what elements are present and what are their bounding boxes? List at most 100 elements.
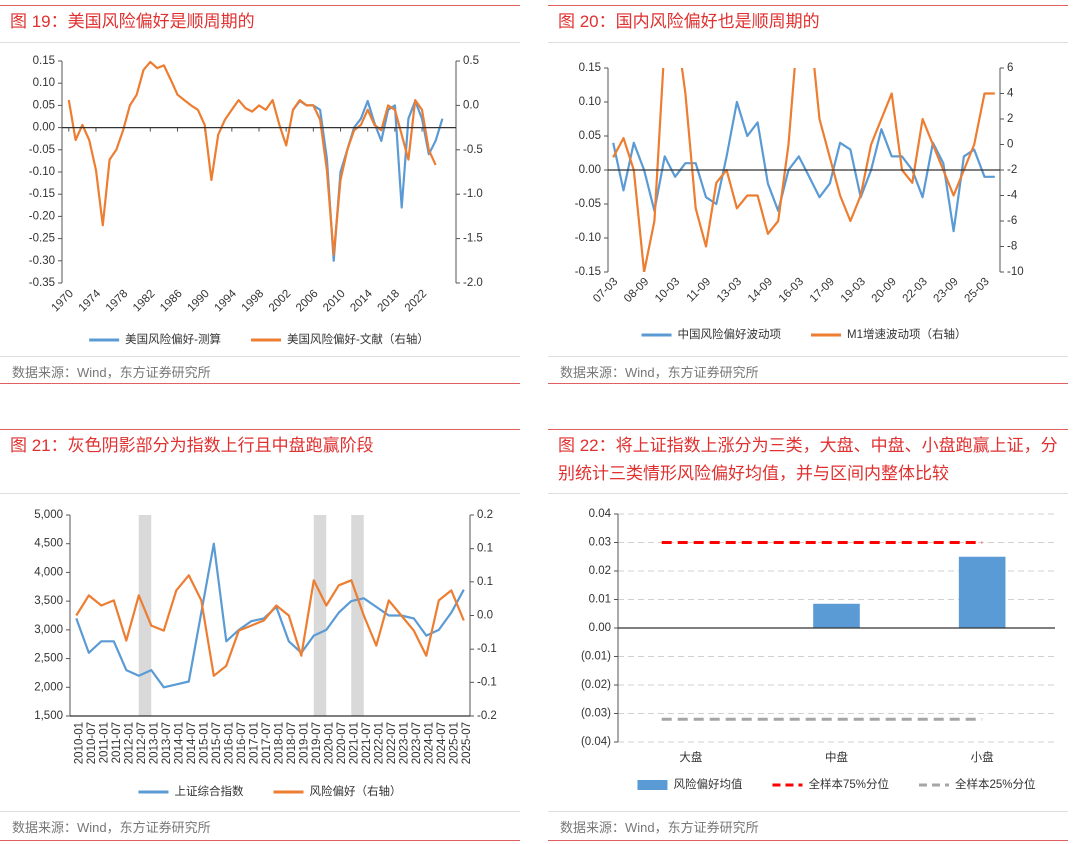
x-tick-label: 20-09 — [870, 276, 899, 305]
y-tick-label: (0.03) — [581, 708, 611, 720]
y2-tick-label: 0 — [1007, 139, 1013, 151]
y-tick-label: (0.01) — [581, 651, 611, 663]
legend-swatch — [637, 780, 668, 790]
x-tick-label: 2021-01 — [348, 722, 360, 764]
rule — [0, 42, 520, 43]
y2-tick-label: -1.0 — [463, 188, 483, 200]
y2-tick-label: -6 — [1007, 215, 1017, 227]
x-tick-label: 中盘 — [825, 750, 848, 764]
x-tick-label: 2017-07 — [261, 722, 273, 764]
legend-label: 全样本25%分位 — [955, 777, 1036, 791]
x-tick-label: 2019-07 — [311, 722, 323, 764]
rule — [548, 42, 1068, 43]
x-tick-label: 11-09 — [685, 276, 714, 305]
series-line — [75, 574, 465, 677]
x-tick-label: 08-09 — [622, 276, 651, 305]
rule — [548, 5, 1068, 6]
x-tick-label: 14-09 — [746, 276, 775, 305]
source: 数据来源：Wind，东方证券研究所 — [560, 365, 759, 380]
x-tick-label: 2012-07 — [136, 722, 148, 764]
x-tick-label: 2025-07 — [461, 722, 473, 764]
shaded-period — [313, 515, 327, 716]
y2-tick-label: 0.1 — [477, 543, 493, 555]
x-tick-label: 2021-07 — [361, 722, 373, 764]
rule — [0, 493, 520, 494]
y-tick-label: 4,500 — [34, 538, 63, 550]
x-tick-label: 13-03 — [715, 276, 744, 305]
x-tick-label: 2023-07 — [411, 722, 423, 764]
x-tick-label: 2014-07 — [186, 722, 198, 764]
legend-item: 上证综合指数 — [138, 784, 244, 798]
x-tick-label: 1982 — [131, 288, 158, 315]
series-line — [292, 99, 444, 262]
x-tick-label: 2024-01 — [423, 722, 435, 764]
legend-label: 风险偏好均值 — [673, 777, 742, 791]
y2-tick-label: -10 — [1007, 266, 1024, 278]
rule — [0, 811, 520, 812]
x-tick-label: 2013-01 — [148, 722, 160, 764]
x-tick-label: 2020-07 — [336, 722, 348, 764]
rule — [548, 356, 1068, 357]
rule — [0, 429, 520, 430]
y-tick-label: -0.10 — [575, 232, 601, 244]
x-tick-label: 1998 — [240, 288, 267, 315]
x-tick-label: 2014-01 — [173, 722, 185, 764]
y-tick-label: -0.05 — [29, 144, 55, 156]
x-tick-label: 大盘 — [679, 750, 702, 764]
x-tick-label: 2024-07 — [436, 722, 448, 764]
y-tick-label: 0.10 — [579, 96, 601, 108]
x-tick-label: 16-03 — [777, 276, 806, 305]
rule — [0, 383, 520, 384]
legend: 上证综合指数 风险偏好（右轴） — [138, 784, 402, 798]
x-tick-label: 1974 — [77, 287, 104, 314]
y-tick-label: 0.00 — [33, 122, 55, 134]
rule — [0, 840, 520, 841]
y2-tick-label: -0.5 — [463, 144, 483, 156]
y2-tick-label: 4 — [1007, 88, 1014, 100]
rule — [0, 5, 520, 6]
y2-tick-label: 0.0 — [463, 99, 479, 111]
series-line — [75, 542, 465, 689]
x-tick-label: 2015-01 — [198, 722, 210, 764]
chart: 0.04 0.03 0.02 0.01 0.00 (0.01) (0.02) (0.03) (0… — [581, 508, 1055, 791]
y2-tick-label: -0.1 — [477, 676, 497, 688]
x-tick-label: 2018 — [376, 288, 403, 315]
y-tick-label: 0.01 — [589, 594, 611, 606]
y-tick-label: 0.15 — [33, 55, 55, 67]
x-tick-label: 2010-01 — [73, 722, 85, 764]
y-tick-label: -0.15 — [575, 266, 601, 278]
y-tick-label: -0.35 — [29, 277, 55, 289]
source: 数据来源：Wind，东方证券研究所 — [12, 365, 211, 380]
x-tick-label: 2002 — [267, 288, 294, 315]
y-tick-label: -0.10 — [29, 166, 55, 178]
legend-label: 中国风险偏好波动项 — [678, 327, 782, 341]
x-tick-label: 2018-07 — [286, 722, 298, 764]
y-tick-label: 0.02 — [589, 565, 611, 577]
chart-title: 图 19：美国风险偏好是顺周期的 — [10, 12, 255, 31]
y2-tick-label: -2 — [1007, 164, 1017, 176]
x-tick-label: 2025-01 — [448, 722, 460, 764]
y-tick-label: 3,000 — [34, 624, 63, 636]
y2-tick-label: -1.5 — [463, 233, 483, 245]
chart: 5,000 4,500 4,000 3,500 3,000 2,500 2,000 1,500… — [34, 509, 497, 798]
series-line — [612, 68, 995, 272]
x-tick-label: 2012-01 — [123, 722, 135, 764]
chart: 0.15 0.10 0.05 0.00 -0.05 -0.10 -0.15 6 4 2 0 -2 -4 -… — [575, 62, 1024, 341]
source: 数据来源：Wind，东方证券研究所 — [12, 820, 211, 835]
y-tick-label: 0.03 — [589, 537, 611, 549]
x-tick-label: 10-03 — [653, 276, 682, 305]
y2-tick-label: 0.0 — [477, 610, 493, 622]
x-tick-label: 2017-01 — [248, 722, 260, 764]
y-tick-label: 0.15 — [579, 62, 601, 74]
panel: 5,000 4,500 4,000 3,500 3,000 2,500 2,000 1,500… — [0, 428, 520, 844]
y-tick-label: 0.00 — [579, 164, 601, 176]
legend-item: 风险偏好（右轴） — [273, 784, 402, 798]
y-tick-label: (0.02) — [581, 679, 611, 691]
series-line — [67, 61, 437, 256]
x-tick-label: 07-03 — [591, 276, 620, 305]
bar — [958, 556, 1006, 628]
legend-item: 中国风险偏好波动项 — [641, 327, 782, 341]
y-tick-label: 0.04 — [589, 508, 612, 520]
panel: 0.15 0.10 0.05 0.00 -0.05 -0.10 -0.15 -0.20 -0.2… — [0, 0, 520, 385]
